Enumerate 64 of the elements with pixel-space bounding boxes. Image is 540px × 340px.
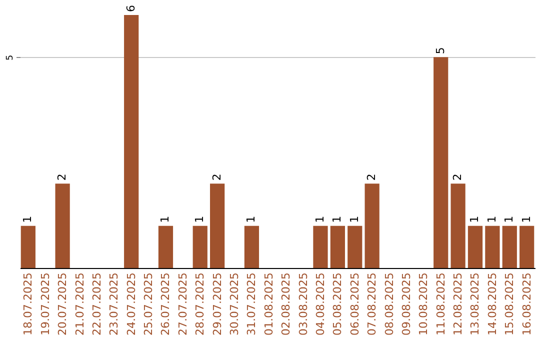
x-tick-label: 31.07.2025	[245, 272, 258, 336]
data-label: 1	[21, 216, 34, 223]
x-tick-label: 15.08.2025	[503, 272, 516, 336]
bar	[330, 226, 345, 268]
bar	[520, 226, 534, 268]
x-tick-label: 04.08.2025	[314, 272, 327, 336]
bar	[192, 226, 208, 268]
x-tick-label: 14.08.2025	[486, 272, 499, 336]
data-label: 1	[485, 216, 498, 223]
bar	[485, 226, 500, 268]
x-tick-label: 16.08.2025	[520, 272, 534, 336]
bar	[450, 184, 466, 268]
bar	[502, 226, 517, 268]
x-tick-label: 28.07.2025	[194, 272, 207, 336]
x-tick-label: 18.07.2025	[22, 272, 35, 336]
x-tick-label: 21.07.2025	[73, 272, 86, 336]
data-label: 6	[124, 5, 138, 12]
x-tick-label: 23.07.2025	[108, 272, 121, 336]
x-tick-label: 13.08.2025	[468, 272, 482, 336]
x-tick-label: 19.07.2025	[38, 272, 52, 336]
data-label: 2	[365, 174, 378, 181]
x-tick-label: 03.08.2025	[296, 272, 310, 336]
bar	[55, 184, 70, 268]
bar	[158, 226, 174, 268]
x-tick-label: 08.08.2025	[382, 272, 396, 336]
bar	[364, 184, 380, 268]
bar	[20, 226, 36, 268]
x-tick-label: 02.08.2025	[280, 272, 293, 336]
data-label: 2	[210, 174, 224, 181]
x-tick-label: 30.07.2025	[228, 272, 242, 336]
x-tick-label: 20.07.2025	[56, 272, 70, 336]
x-tick-label: 12.08.2025	[452, 272, 465, 336]
x-tick-label: 24.07.2025	[124, 272, 138, 336]
x-tick-label: 27.07.2025	[176, 272, 190, 336]
data-label: 1	[520, 216, 533, 223]
bar	[210, 184, 225, 268]
data-label: 1	[348, 216, 361, 223]
bar	[124, 15, 139, 268]
data-label: 1	[313, 216, 326, 223]
data-label: 1	[330, 216, 344, 223]
bar	[244, 226, 260, 268]
x-tick-label: 01.08.2025	[262, 272, 276, 336]
data-label: 1	[468, 216, 482, 223]
data-label: 2	[451, 174, 464, 181]
x-tick-label: 25.07.2025	[142, 272, 156, 336]
x-tick-label: 06.08.2025	[348, 272, 362, 336]
x-tick-label: 05.08.2025	[331, 272, 344, 336]
x-tick-label: 22.07.2025	[90, 272, 104, 336]
x-tick-label: 26.07.2025	[159, 272, 172, 336]
x-tick-label: 11.08.2025	[434, 272, 448, 336]
x-tick-label: 07.08.2025	[366, 272, 379, 336]
x-tick-label: 09.08.2025	[400, 272, 413, 336]
data-label: 1	[502, 216, 516, 223]
x-tick-label: 29.07.2025	[210, 272, 224, 336]
bar	[434, 57, 448, 268]
bar	[468, 226, 483, 268]
data-label: 2	[56, 174, 69, 181]
data-label: 1	[244, 216, 258, 223]
data-label: 1	[158, 216, 172, 223]
data-label: 1	[193, 216, 206, 223]
data-label: 5	[434, 47, 447, 54]
bar	[313, 226, 328, 268]
x-tick-label: 10.08.2025	[417, 272, 430, 336]
bar	[348, 226, 362, 268]
